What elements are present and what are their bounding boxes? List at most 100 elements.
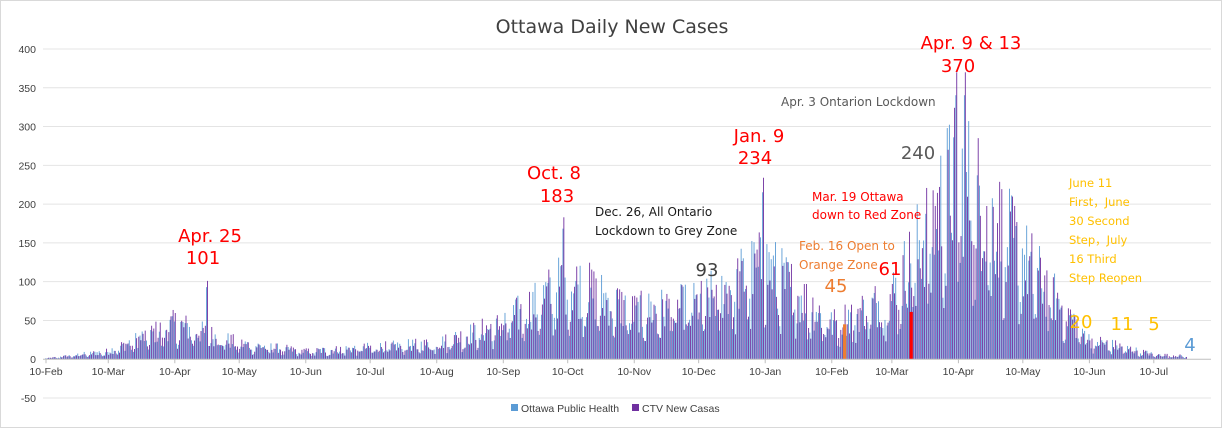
bar-ottawa-public-health	[918, 240, 920, 360]
bar-ctv-new-casas	[988, 290, 990, 360]
bar-ottawa-public-health	[903, 241, 905, 360]
bar-ctv-new-casas	[617, 288, 618, 360]
bar-ctv-new-casas	[904, 290, 906, 360]
bar-ctv-new-casas	[614, 326, 616, 360]
bar-ottawa-public-health	[500, 335, 502, 360]
bar-ctv-new-casas	[378, 350, 380, 360]
bar-ctv-new-casas	[166, 329, 168, 360]
bar-ctv-new-casas	[896, 305, 898, 360]
bar-ottawa-public-health	[124, 350, 126, 360]
bar-ctv-new-casas	[514, 315, 515, 360]
bar-ctv-new-casas	[814, 321, 816, 360]
bar-ottawa-public-health	[184, 323, 186, 360]
bar-ottawa-public-health	[1172, 357, 1174, 360]
bar-ctv-new-casas	[1166, 353, 1168, 360]
bar-ottawa-public-health	[839, 346, 841, 360]
bar-ottawa-public-health	[867, 322, 869, 360]
bar-ottawa-public-health	[624, 295, 626, 360]
bar-ottawa-public-health	[646, 324, 648, 360]
bar-ottawa-public-health	[315, 352, 317, 360]
bar-ctv-new-casas	[146, 346, 148, 360]
bar-ottawa-public-health	[1030, 251, 1032, 360]
bar-ctv-new-casas	[936, 192, 938, 360]
bar-ottawa-public-health	[107, 351, 109, 360]
bar-ctv-new-casas	[593, 271, 595, 360]
bar-ctv-new-casas	[898, 309, 900, 360]
bar-ottawa-public-health	[139, 335, 141, 360]
bars	[45, 72, 1187, 360]
bar-ottawa-public-health	[341, 353, 343, 360]
bar-ottawa-public-health	[352, 347, 354, 360]
bar-ottawa-public-health	[1082, 328, 1083, 360]
bar-ottawa-public-health	[227, 333, 229, 360]
bar-ctv-new-casas	[945, 285, 947, 360]
bar-ctv-new-casas	[846, 324, 848, 360]
bar-ottawa-public-health	[815, 311, 817, 360]
bar-ctv-new-casas	[909, 231, 910, 360]
bar-ctv-new-casas	[1040, 257, 1041, 360]
bar-ctv-new-casas	[161, 337, 163, 360]
bar-ottawa-public-health	[931, 247, 933, 360]
bar-ottawa-public-health	[951, 232, 952, 360]
bar-ottawa-public-health	[453, 344, 454, 360]
bar-ottawa-public-health	[1142, 355, 1144, 360]
bar-ctv-new-casas	[1095, 346, 1097, 360]
bar-ottawa-public-health	[294, 349, 296, 360]
bar-ottawa-public-health	[397, 342, 399, 360]
bar-ctv-new-casas	[672, 318, 674, 360]
bar-ctv-new-casas	[591, 269, 593, 360]
bar-ottawa-public-health	[755, 267, 757, 360]
bar-ottawa-public-health	[974, 299, 976, 360]
bar-ctv-new-casas	[932, 190, 934, 360]
bar-ottawa-public-health	[674, 320, 676, 360]
bar-ctv-new-casas	[103, 355, 105, 360]
bar-ctv-new-casas	[818, 305, 820, 360]
bar-ottawa-public-health	[395, 344, 396, 360]
bar-ctv-new-casas	[438, 347, 440, 360]
bar-ctv-new-casas	[786, 262, 788, 360]
bar-ottawa-public-health	[169, 319, 171, 360]
bar-ottawa-public-health	[137, 347, 139, 360]
bar-ctv-new-casas	[956, 72, 958, 360]
bar-ottawa-public-health	[236, 349, 238, 360]
bar-ottawa-public-health	[757, 266, 759, 360]
bar-ctv-new-casas	[668, 298, 670, 360]
bar-ottawa-public-health	[1032, 293, 1034, 360]
bar-ctv-new-casas	[692, 315, 694, 360]
bar-ctv-new-casas	[372, 352, 374, 360]
bar-ottawa-public-health	[695, 295, 697, 360]
bar-ctv-new-casas	[131, 345, 133, 360]
bar-ottawa-public-health	[1182, 357, 1184, 360]
bar-ottawa-public-health	[607, 297, 609, 360]
bar-ctv-new-casas	[1055, 320, 1056, 360]
bar-ctv-new-casas	[597, 326, 599, 360]
bar-ctv-new-casas	[76, 355, 77, 360]
bar-ottawa-public-health	[266, 349, 268, 360]
bar-ctv-new-casas	[415, 338, 417, 360]
bar-ctv-new-casas	[595, 278, 597, 360]
bar-ottawa-public-health	[729, 290, 731, 360]
bar-ottawa-public-health	[178, 344, 180, 360]
annotation-dec26-line2: Lockdown to Grey Zone	[595, 224, 737, 238]
bar-ctv-new-casas	[773, 266, 775, 360]
bar-ottawa-public-health	[822, 341, 824, 360]
bar-ottawa-public-health	[699, 293, 701, 360]
bar-ctv-new-casas	[494, 335, 496, 360]
bar-ottawa-public-health	[1122, 353, 1124, 360]
bar-ottawa-public-health	[472, 332, 474, 360]
bar-ottawa-public-health	[916, 204, 918, 360]
bar-ottawa-public-health	[478, 337, 480, 360]
bar-ottawa-public-health	[742, 258, 744, 360]
bar-ottawa-public-health	[955, 95, 957, 360]
bar-ctv-new-casas	[793, 312, 795, 360]
bar-ottawa-public-health	[150, 330, 152, 360]
bar-ctv-new-casas	[571, 310, 573, 360]
bar-ottawa-public-health	[510, 322, 512, 360]
bar-ctv-new-casas	[544, 298, 545, 360]
bar-ottawa-public-health	[180, 321, 182, 360]
bar-ctv-new-casas	[694, 298, 696, 360]
bar-ottawa-public-health	[957, 281, 959, 360]
bar-ottawa-public-health	[680, 284, 682, 360]
bar-ottawa-public-health	[405, 350, 407, 360]
